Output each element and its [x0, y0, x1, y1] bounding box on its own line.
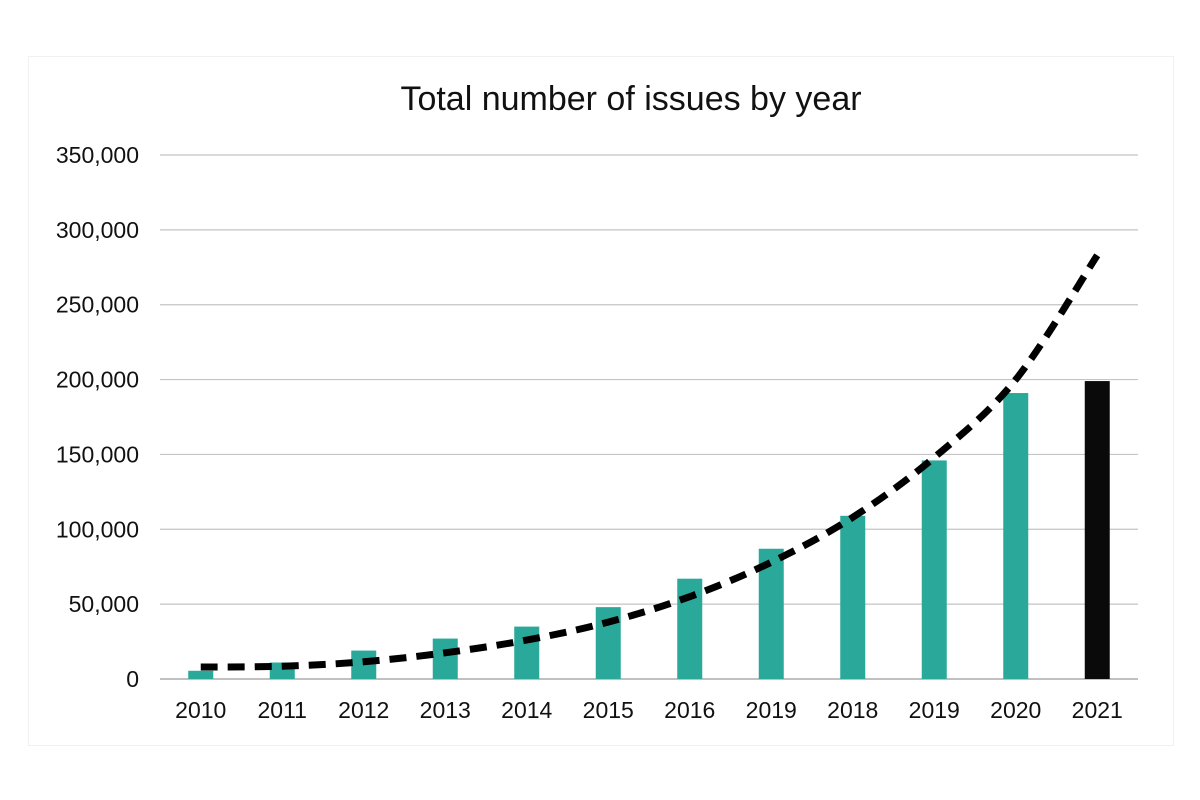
chart-title: Total number of issues by year — [400, 80, 862, 118]
x-tick-label: 2021 — [1072, 697, 1123, 723]
x-tick-label: 2019 — [746, 697, 797, 723]
bar — [758, 548, 784, 679]
y-tick-label: 100,000 — [56, 516, 139, 542]
y-tick-label: 300,000 — [56, 217, 139, 243]
x-tick-label: 2013 — [420, 697, 471, 723]
x-tick-label: 2020 — [990, 697, 1041, 723]
y-tick-label: 150,000 — [56, 441, 139, 467]
x-tick-label: 2015 — [583, 697, 634, 723]
x-tick-label: 2010 — [175, 697, 226, 723]
x-tick-label: 2018 — [827, 697, 878, 723]
bar — [921, 460, 947, 679]
x-tick-label: 2012 — [338, 697, 389, 723]
trend-line — [200, 253, 1101, 671]
x-tick-label: 2014 — [501, 697, 552, 723]
y-tick-label: 50,000 — [69, 591, 139, 617]
bar — [1084, 381, 1110, 679]
x-tick-label: 2019 — [909, 697, 960, 723]
bar — [514, 626, 540, 679]
bar — [188, 670, 214, 679]
y-tick-label: 0 — [126, 666, 139, 692]
y-tick-label: 200,000 — [56, 367, 139, 393]
bar — [1003, 393, 1029, 679]
bar — [840, 515, 866, 679]
y-tick-label: 250,000 — [56, 292, 139, 318]
x-tick-label: 2016 — [664, 697, 715, 723]
bar — [432, 638, 458, 679]
y-tick-label: 350,000 — [56, 142, 139, 168]
x-tick-label: 2011 — [258, 697, 307, 723]
